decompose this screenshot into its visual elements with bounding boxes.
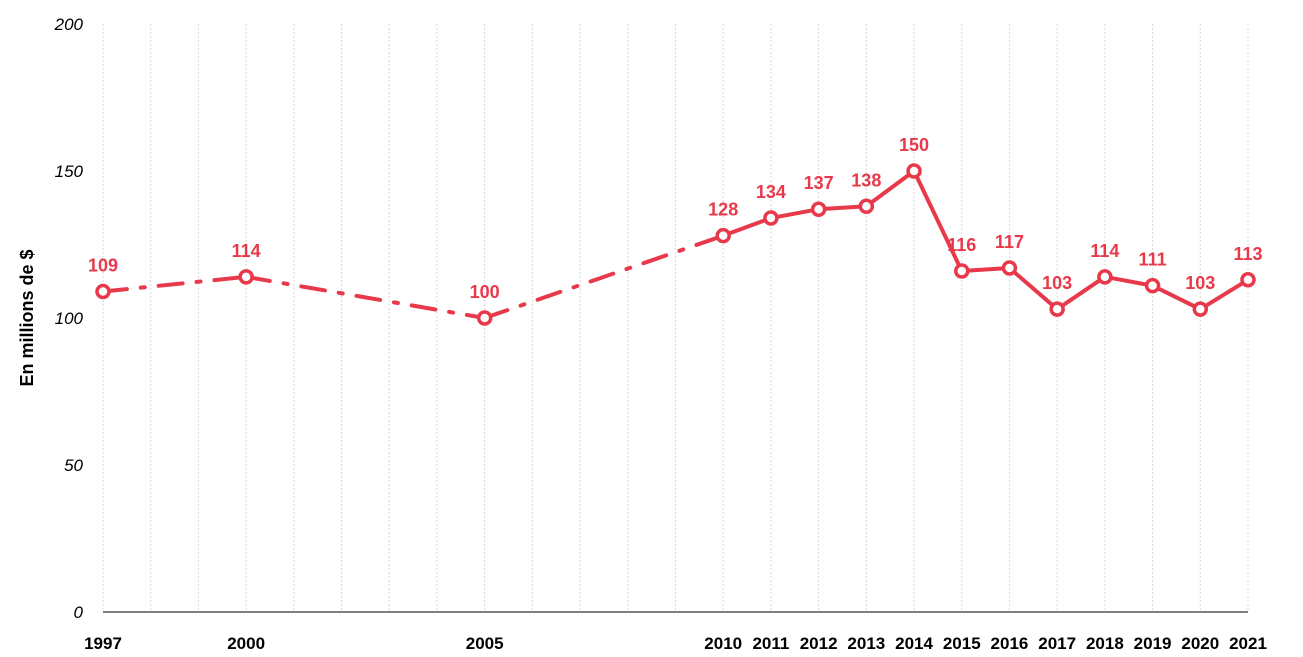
data-label: 117 (995, 232, 1024, 252)
data-point (906, 163, 922, 179)
y-tick-label: 200 (54, 15, 84, 34)
data-label: 111 (1139, 250, 1167, 270)
x-tick-label: 2019 (1134, 634, 1172, 653)
data-label: 150 (899, 135, 929, 155)
grid (102, 24, 1249, 612)
x-tick-label: 2021 (1229, 634, 1267, 653)
data-point (1001, 260, 1018, 276)
series-segment (1055, 274, 1107, 312)
data-label: 113 (1233, 244, 1262, 264)
series-segment (1198, 277, 1250, 312)
y-tick-label: 50 (64, 456, 83, 475)
data-label: 128 (708, 200, 738, 220)
data-label: 103 (1042, 273, 1072, 293)
x-tick-label: 2005 (466, 634, 504, 653)
y-axis-title: En millions de $ (17, 249, 37, 386)
series-segment (1150, 283, 1203, 312)
x-tick-label: 2010 (704, 634, 742, 653)
data-label: 109 (88, 256, 118, 276)
series-segment (1102, 274, 1155, 288)
x-tick-label: 2018 (1086, 634, 1124, 653)
y-tick-label: 150 (55, 162, 84, 181)
data-point (1049, 301, 1065, 317)
data-label: 114 (232, 241, 261, 261)
x-tick-label: 2012 (800, 634, 838, 653)
data-label: 103 (1185, 273, 1215, 293)
data-point (1097, 269, 1113, 285)
y-tick-label: 100 (55, 309, 84, 328)
data-point (95, 283, 111, 300)
data-label: 138 (851, 170, 881, 190)
series-segment (482, 233, 726, 320)
data-point (476, 310, 493, 326)
series-segment (101, 274, 249, 294)
x-tick-label: 1997 (84, 634, 122, 653)
y-tick-label: 0 (74, 603, 84, 622)
data-point (763, 210, 779, 226)
axes: 0 50 100 150 200 1997 2000 2005 2010 2011 2012 2013… (54, 15, 1267, 653)
x-tick-label: 2015 (943, 634, 981, 653)
series-line (101, 169, 1250, 320)
data-point (715, 227, 731, 244)
x-tick-label: 2016 (991, 634, 1029, 653)
x-tick-label: 2013 (847, 634, 885, 653)
x-tick-label: 2014 (895, 634, 933, 653)
data-label: 134 (756, 182, 786, 202)
x-tick-label: 2020 (1181, 634, 1219, 653)
data-point (954, 263, 970, 279)
data-point (810, 201, 827, 217)
series-segment (864, 169, 917, 209)
x-tick-label: 2011 (752, 634, 789, 653)
data-point (1240, 272, 1256, 288)
data-label: 100 (470, 282, 500, 302)
data-points (95, 163, 1256, 326)
data-point (238, 269, 254, 285)
series-segment (959, 266, 1012, 273)
series-segment (816, 204, 869, 212)
data-label: 116 (947, 235, 976, 255)
data-point (1144, 277, 1161, 294)
series-segment (768, 207, 821, 221)
series-segment (721, 216, 773, 238)
data-label: 114 (1090, 241, 1119, 261)
data-point (858, 198, 875, 215)
data-point (1192, 301, 1209, 317)
x-tick-label: 2000 (227, 634, 265, 653)
data-labels: 109 114 100 128 134 137 138 150 116 117 103 114 111 1… (88, 135, 1263, 302)
data-label: 137 (804, 173, 834, 193)
series-segment (244, 274, 487, 320)
series-segment (1007, 266, 1060, 312)
series-segment (912, 169, 964, 273)
x-tick-label: 2017 (1038, 634, 1076, 653)
